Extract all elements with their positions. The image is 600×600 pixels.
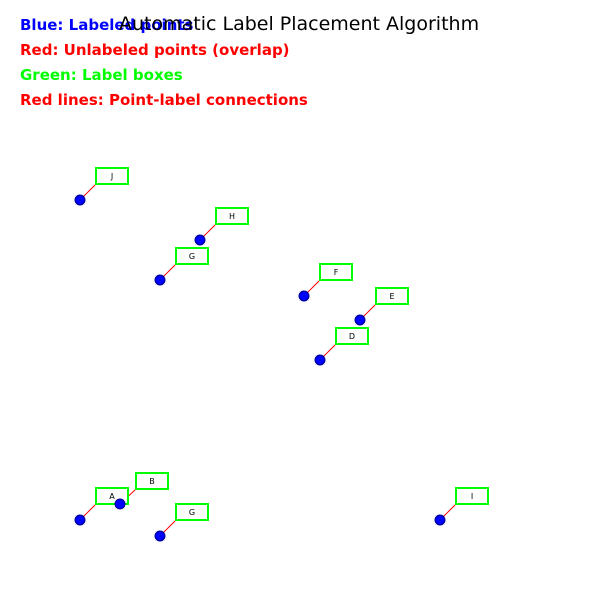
label-text-8: G — [189, 508, 195, 517]
label-box-7 — [135, 472, 169, 490]
labeled-point-3 — [298, 290, 310, 302]
labeled-point-4 — [354, 314, 366, 326]
label-text-6: A — [109, 492, 115, 501]
label-text-5: D — [349, 332, 355, 341]
label-box-4 — [375, 287, 409, 305]
label-box-2 — [175, 247, 209, 265]
label-text-0: J — [110, 172, 113, 181]
label-box-0 — [95, 167, 129, 185]
legend-connections: Red lines: Point-label connections — [20, 91, 308, 109]
labeled-point-2 — [154, 274, 166, 286]
label-text-4: E — [389, 292, 394, 301]
label-text-7: B — [149, 477, 155, 486]
diagram-title: Automatic Label Placement Algorithm — [119, 13, 480, 35]
label-box-8 — [175, 503, 209, 521]
label-text-3: F — [334, 268, 339, 277]
label-box-9 — [455, 487, 489, 505]
legend-unlabeled-points: Red: Unlabeled points (overlap) — [20, 41, 290, 59]
label-text-2: G — [189, 252, 195, 261]
label-box-5 — [335, 327, 369, 345]
legend-labeled-points: Blue: Labeled points — [20, 16, 194, 34]
labeled-point-5 — [314, 354, 326, 366]
label-box-1 — [215, 207, 249, 225]
label-text-9: I — [471, 492, 473, 501]
labeled-point-0 — [74, 194, 86, 206]
labeled-point-9 — [434, 514, 446, 526]
labeled-point-8 — [154, 530, 166, 542]
labeled-point-6 — [74, 514, 86, 526]
labeled-point-1 — [194, 234, 206, 246]
labeled-point-7 — [114, 498, 126, 510]
label-text-1: H — [229, 212, 235, 221]
legend-label-boxes: Green: Label boxes — [20, 66, 183, 84]
label-box-3 — [319, 263, 353, 281]
